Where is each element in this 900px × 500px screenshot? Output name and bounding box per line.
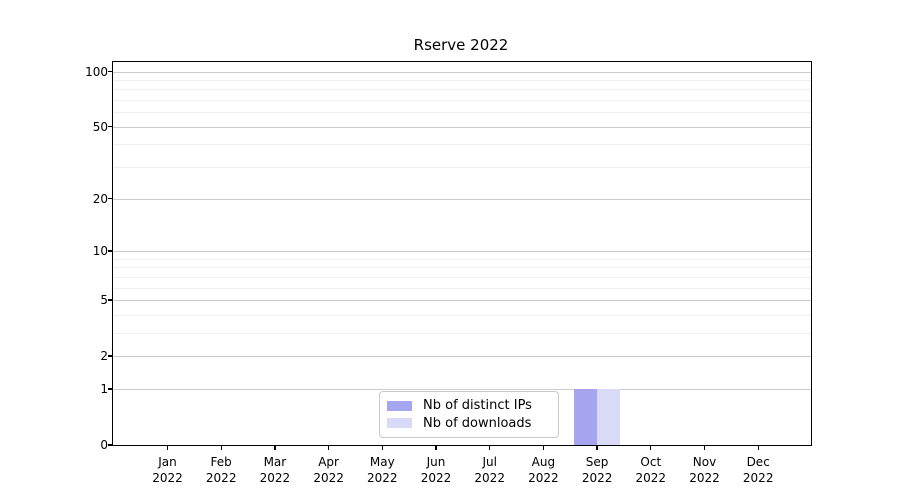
y-tick-mark xyxy=(108,299,113,301)
x-tick-mark xyxy=(381,445,383,450)
legend-swatch-downloads xyxy=(387,418,412,429)
x-tick-mark xyxy=(327,445,330,450)
y-tick-mark xyxy=(108,126,113,128)
x-tick-mark xyxy=(650,445,652,450)
major-gridline xyxy=(113,388,811,390)
minor-gridline xyxy=(113,332,811,334)
x-tick-label: Nov 2022 xyxy=(689,455,720,485)
x-tick-label: May 2022 xyxy=(367,455,398,485)
y-tick-mark xyxy=(108,355,113,357)
x-tick-label: Sep 2022 xyxy=(581,455,613,485)
x-tick-mark xyxy=(489,445,491,450)
y-tick-mark xyxy=(108,70,113,73)
x-tick-mark xyxy=(274,445,276,450)
legend-item-downloads: Nb of downloads xyxy=(387,416,551,431)
legend: Nb of distinct IPs Nb of downloads xyxy=(379,391,559,438)
y-tick-mark xyxy=(108,444,113,446)
x-tick-label: Mar 2022 xyxy=(259,455,291,485)
y-tick-label: 2 xyxy=(100,349,108,364)
y-tick-mark xyxy=(108,388,113,390)
x-tick-label: Jul 2022 xyxy=(474,455,505,485)
y-tick-label: 50 xyxy=(92,119,108,134)
x-tick-mark xyxy=(757,445,759,450)
minor-gridline xyxy=(113,89,811,91)
minor-gridline xyxy=(113,276,811,278)
minor-gridline xyxy=(113,314,811,316)
y-tick-label: 20 xyxy=(92,191,108,206)
x-tick-mark xyxy=(596,445,598,450)
chart-title: Rserve 2022 xyxy=(413,36,509,54)
x-tick-label: Aug 2022 xyxy=(528,455,559,485)
major-gridline xyxy=(113,250,811,252)
minor-gridline xyxy=(113,144,811,146)
major-gridline xyxy=(113,198,811,200)
x-tick-mark xyxy=(220,445,222,450)
bar-distinct-ips xyxy=(574,388,598,445)
x-tick-mark xyxy=(542,445,545,450)
x-tick-label: Jun 2022 xyxy=(420,455,452,485)
legend-swatch-distinct-ips xyxy=(387,400,412,411)
x-tick-mark xyxy=(435,445,437,450)
legend-label-downloads: Nb of downloads xyxy=(423,415,532,431)
legend-label-distinct-ips: Nb of distinct IPs xyxy=(423,398,532,414)
x-tick-label: Oct 2022 xyxy=(635,455,667,485)
major-gridline xyxy=(113,299,811,301)
major-gridline xyxy=(113,356,811,358)
x-tick-mark xyxy=(166,445,169,450)
plot-area: Nb of distinct IPs Nb of downloads 0 1 2 5 1… xyxy=(85,61,812,485)
y-tick-label: 100 xyxy=(85,64,108,79)
x-tick-label: Apr 2022 xyxy=(313,455,344,485)
minor-gridline xyxy=(113,258,811,260)
minor-gridline xyxy=(113,112,811,114)
major-gridline xyxy=(113,71,811,73)
y-tick-label: 5 xyxy=(100,292,108,307)
y-tick-label: 10 xyxy=(92,243,108,258)
bar-downloads xyxy=(597,388,621,445)
minor-gridline xyxy=(113,267,811,269)
y-tick-label: 0 xyxy=(100,438,108,452)
y-tick-mark xyxy=(108,197,113,200)
x-tick-label: Feb 2022 xyxy=(205,455,237,485)
minor-gridline xyxy=(113,100,811,102)
minor-gridline xyxy=(113,167,811,169)
legend-item-distinct-ips: Nb of distinct IPs xyxy=(387,398,551,413)
x-tick-mark xyxy=(703,445,706,450)
major-gridline xyxy=(113,126,811,128)
y-tick-mark xyxy=(108,250,113,252)
minor-gridline xyxy=(113,287,811,289)
minor-gridline xyxy=(113,79,811,81)
x-tick-label: Dec 2022 xyxy=(742,455,774,485)
y-tick-label: 1 xyxy=(100,381,108,396)
x-tick-label: Jan 2022 xyxy=(152,455,183,485)
